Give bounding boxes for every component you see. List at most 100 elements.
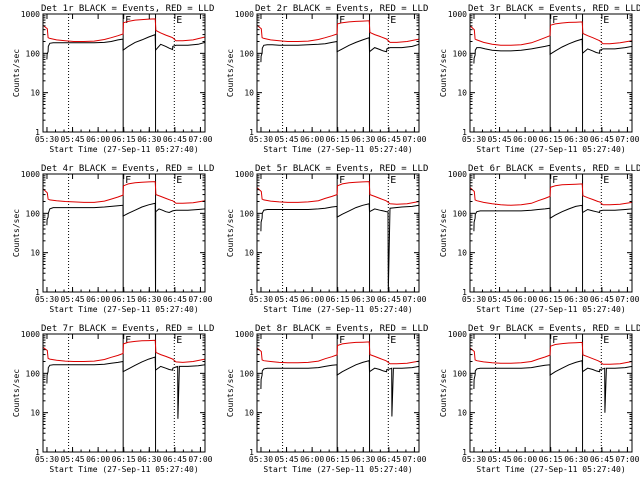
x-tick-label: 06:15 bbox=[326, 455, 350, 464]
marker-f: F bbox=[125, 15, 131, 26]
series-lld bbox=[469, 183, 633, 206]
series-events bbox=[260, 203, 420, 293]
x-tick-label: 06:45 bbox=[590, 295, 614, 304]
y-tick-label: 1000 bbox=[448, 170, 467, 179]
series-lld bbox=[469, 21, 633, 46]
y-axis-label: Counts/sec bbox=[439, 209, 448, 257]
panel-title: Det 5r BLACK = Events, RED = LLD bbox=[255, 164, 428, 174]
y-tick-label: 10 bbox=[457, 249, 467, 258]
series-events bbox=[46, 202, 206, 293]
y-axis-label: Counts/sec bbox=[12, 49, 21, 97]
y-axis-label: Counts/sec bbox=[439, 49, 448, 97]
x-tick-label: 06:00 bbox=[300, 295, 324, 304]
marker-e: E bbox=[603, 335, 609, 346]
x-tick-label: 06:15 bbox=[326, 295, 350, 304]
panel-title: Det 8r BLACK = Events, RED = LLD bbox=[255, 324, 428, 334]
x-tick-label: 05:45 bbox=[275, 295, 299, 304]
panel-title: Det 1r BLACK = Events, RED = LLD bbox=[41, 4, 214, 14]
y-axis-label: Counts/sec bbox=[12, 369, 21, 417]
y-tick-label: 1000 bbox=[448, 10, 467, 19]
series-lld bbox=[256, 20, 420, 43]
x-tick-label: 05:45 bbox=[275, 455, 299, 464]
y-tick-label: 1 bbox=[462, 128, 467, 137]
x-tick-label: 05:30 bbox=[35, 135, 59, 144]
x-tick-label: 05:30 bbox=[35, 455, 59, 464]
marker-f: F bbox=[339, 335, 345, 346]
x-tick-label: 06:30 bbox=[351, 135, 375, 144]
y-tick-label: 1 bbox=[35, 288, 40, 297]
x-tick-label: 06:45 bbox=[377, 455, 401, 464]
x-tick-label: 07:00 bbox=[615, 455, 639, 464]
marker-e: E bbox=[176, 175, 182, 186]
y-tick-label: 1 bbox=[462, 288, 467, 297]
x-tick-label: 06:45 bbox=[163, 295, 187, 304]
y-tick-label: 1000 bbox=[235, 10, 254, 19]
series-lld bbox=[42, 18, 206, 42]
marker-f: F bbox=[552, 335, 558, 346]
x-tick-label: 06:45 bbox=[590, 135, 614, 144]
x-tick-label: 06:45 bbox=[377, 135, 401, 144]
series-events bbox=[473, 204, 633, 232]
y-axis-label: Counts/sec bbox=[12, 209, 21, 257]
x-tick-label: 06:45 bbox=[590, 455, 614, 464]
x-tick-label: 06:15 bbox=[539, 295, 563, 304]
y-axis-label: Counts/sec bbox=[226, 49, 235, 97]
x-tick-label: 06:00 bbox=[300, 455, 324, 464]
marker-f: F bbox=[339, 175, 345, 186]
panel-title: Det 3r BLACK = Events, RED = LLD bbox=[468, 4, 640, 14]
y-tick-label: 100 bbox=[453, 369, 468, 378]
x-tick-label: 06:00 bbox=[513, 455, 537, 464]
marker-e: E bbox=[176, 335, 182, 346]
x-tick-label: 06:30 bbox=[564, 135, 588, 144]
x-tick-label: 06:30 bbox=[351, 295, 375, 304]
x-tick-label: 05:45 bbox=[61, 295, 85, 304]
x-tick-label: 06:45 bbox=[163, 135, 187, 144]
marker-e: E bbox=[176, 15, 182, 26]
series-events bbox=[260, 360, 420, 417]
x-tick-label: 06:15 bbox=[326, 135, 350, 144]
y-tick-label: 1 bbox=[249, 128, 254, 137]
y-tick-label: 1 bbox=[249, 448, 254, 457]
marker-f: F bbox=[125, 175, 131, 186]
series-lld bbox=[469, 341, 633, 365]
y-tick-label: 1000 bbox=[21, 170, 40, 179]
y-tick-label: 1000 bbox=[448, 330, 467, 339]
y-tick-label: 100 bbox=[240, 209, 255, 218]
x-tick-label: 05:30 bbox=[249, 455, 273, 464]
x-axis-label: Start Time (27-Sep-11 05:27:40) bbox=[263, 145, 412, 154]
y-tick-label: 10 bbox=[244, 249, 254, 258]
y-tick-label: 1 bbox=[35, 448, 40, 457]
y-tick-label: 100 bbox=[240, 49, 255, 58]
x-tick-label: 05:45 bbox=[61, 135, 85, 144]
marker-f: F bbox=[339, 15, 345, 26]
x-tick-label: 07:00 bbox=[402, 135, 426, 144]
x-tick-label: 06:30 bbox=[564, 455, 588, 464]
y-tick-label: 1000 bbox=[235, 330, 254, 339]
y-tick-label: 1 bbox=[249, 288, 254, 297]
x-tick-label: 05:30 bbox=[35, 295, 59, 304]
x-tick-label: 05:30 bbox=[462, 135, 486, 144]
x-tick-label: 06:30 bbox=[137, 455, 161, 464]
x-tick-label: 06:00 bbox=[86, 455, 110, 464]
y-tick-label: 10 bbox=[244, 89, 254, 98]
x-axis-label: Start Time (27-Sep-11 05:27:40) bbox=[49, 145, 198, 154]
marker-e: E bbox=[390, 175, 396, 186]
x-axis-label: Start Time (27-Sep-11 05:27:40) bbox=[476, 145, 625, 154]
x-tick-label: 05:45 bbox=[61, 455, 85, 464]
y-tick-label: 10 bbox=[30, 249, 40, 258]
y-tick-label: 10 bbox=[30, 409, 40, 418]
x-axis-label: Start Time (27-Sep-11 05:27:40) bbox=[263, 465, 412, 474]
x-tick-label: 05:30 bbox=[462, 295, 486, 304]
series-events bbox=[260, 37, 420, 63]
x-tick-label: 06:30 bbox=[564, 295, 588, 304]
x-tick-label: 05:30 bbox=[249, 135, 273, 144]
marker-f: F bbox=[125, 335, 131, 346]
y-tick-label: 1000 bbox=[235, 170, 254, 179]
x-tick-label: 05:30 bbox=[462, 455, 486, 464]
